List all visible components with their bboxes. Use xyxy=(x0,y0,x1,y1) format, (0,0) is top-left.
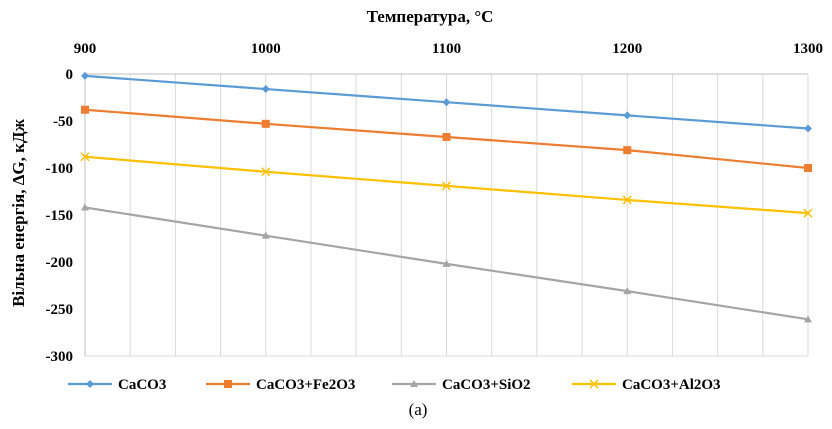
y-tick-label: -300 xyxy=(46,349,74,365)
y-tick-labels: 0 -50 -100 -150 -200 -250 -300 xyxy=(46,67,74,365)
x-tick-labels: 900 1000 1100 1200 1300 xyxy=(74,41,823,57)
vertical-gridlines xyxy=(129,74,764,356)
x-tick-label: 1200 xyxy=(612,41,642,57)
legend-label: CaCO3+Al2O3 xyxy=(622,377,721,393)
axes xyxy=(84,73,809,357)
data-point xyxy=(80,152,90,162)
caption: (a) xyxy=(409,400,428,419)
data-point xyxy=(804,164,812,172)
y-tick-label: -150 xyxy=(46,208,74,224)
legend-label: CaCO3+SiO2 xyxy=(442,377,531,393)
data-point xyxy=(442,132,451,141)
data-point xyxy=(261,119,270,128)
data-point xyxy=(261,167,271,177)
data-point xyxy=(261,85,270,94)
legend-marker xyxy=(410,380,418,387)
legend-marker xyxy=(224,380,232,388)
legend: CaCO3 CaCO3+Fe2O3 CaCO3+SiO2 CaCO3+Al2O3 xyxy=(68,377,721,393)
data-point xyxy=(623,287,632,295)
data-point xyxy=(623,146,632,155)
data-point xyxy=(804,124,812,133)
legend-label: CaCO3+Fe2O3 xyxy=(256,377,355,393)
x-tick-label: 1300 xyxy=(793,41,823,57)
x-tick-label: 900 xyxy=(74,41,97,57)
x-tick-label: 1000 xyxy=(251,41,281,57)
y-tick-label: -200 xyxy=(46,255,74,271)
legend-label: CaCO3 xyxy=(118,377,166,393)
data-point xyxy=(81,105,89,114)
data-point xyxy=(441,181,452,191)
y-tick-label: -50 xyxy=(53,114,73,130)
data-point xyxy=(81,203,89,211)
series-markers xyxy=(80,71,813,323)
data-point xyxy=(442,259,451,267)
data-point xyxy=(261,231,270,239)
x-tick-label: 1100 xyxy=(432,41,461,57)
data-point xyxy=(622,195,632,205)
y-tick-label: -250 xyxy=(46,302,74,318)
data-point xyxy=(81,71,89,80)
y-tick-label: -100 xyxy=(46,161,74,177)
legend-marker xyxy=(589,379,599,389)
legend-marker xyxy=(86,380,94,388)
y-tick-label: 0 xyxy=(66,67,74,83)
data-point xyxy=(623,111,632,120)
y-axis-title: Вільна енергія, ΔG, кДж xyxy=(9,118,28,306)
data-point xyxy=(803,208,813,218)
x-axis-title: Температура, °C xyxy=(367,7,494,26)
data-point xyxy=(804,315,812,323)
data-point xyxy=(442,98,451,107)
